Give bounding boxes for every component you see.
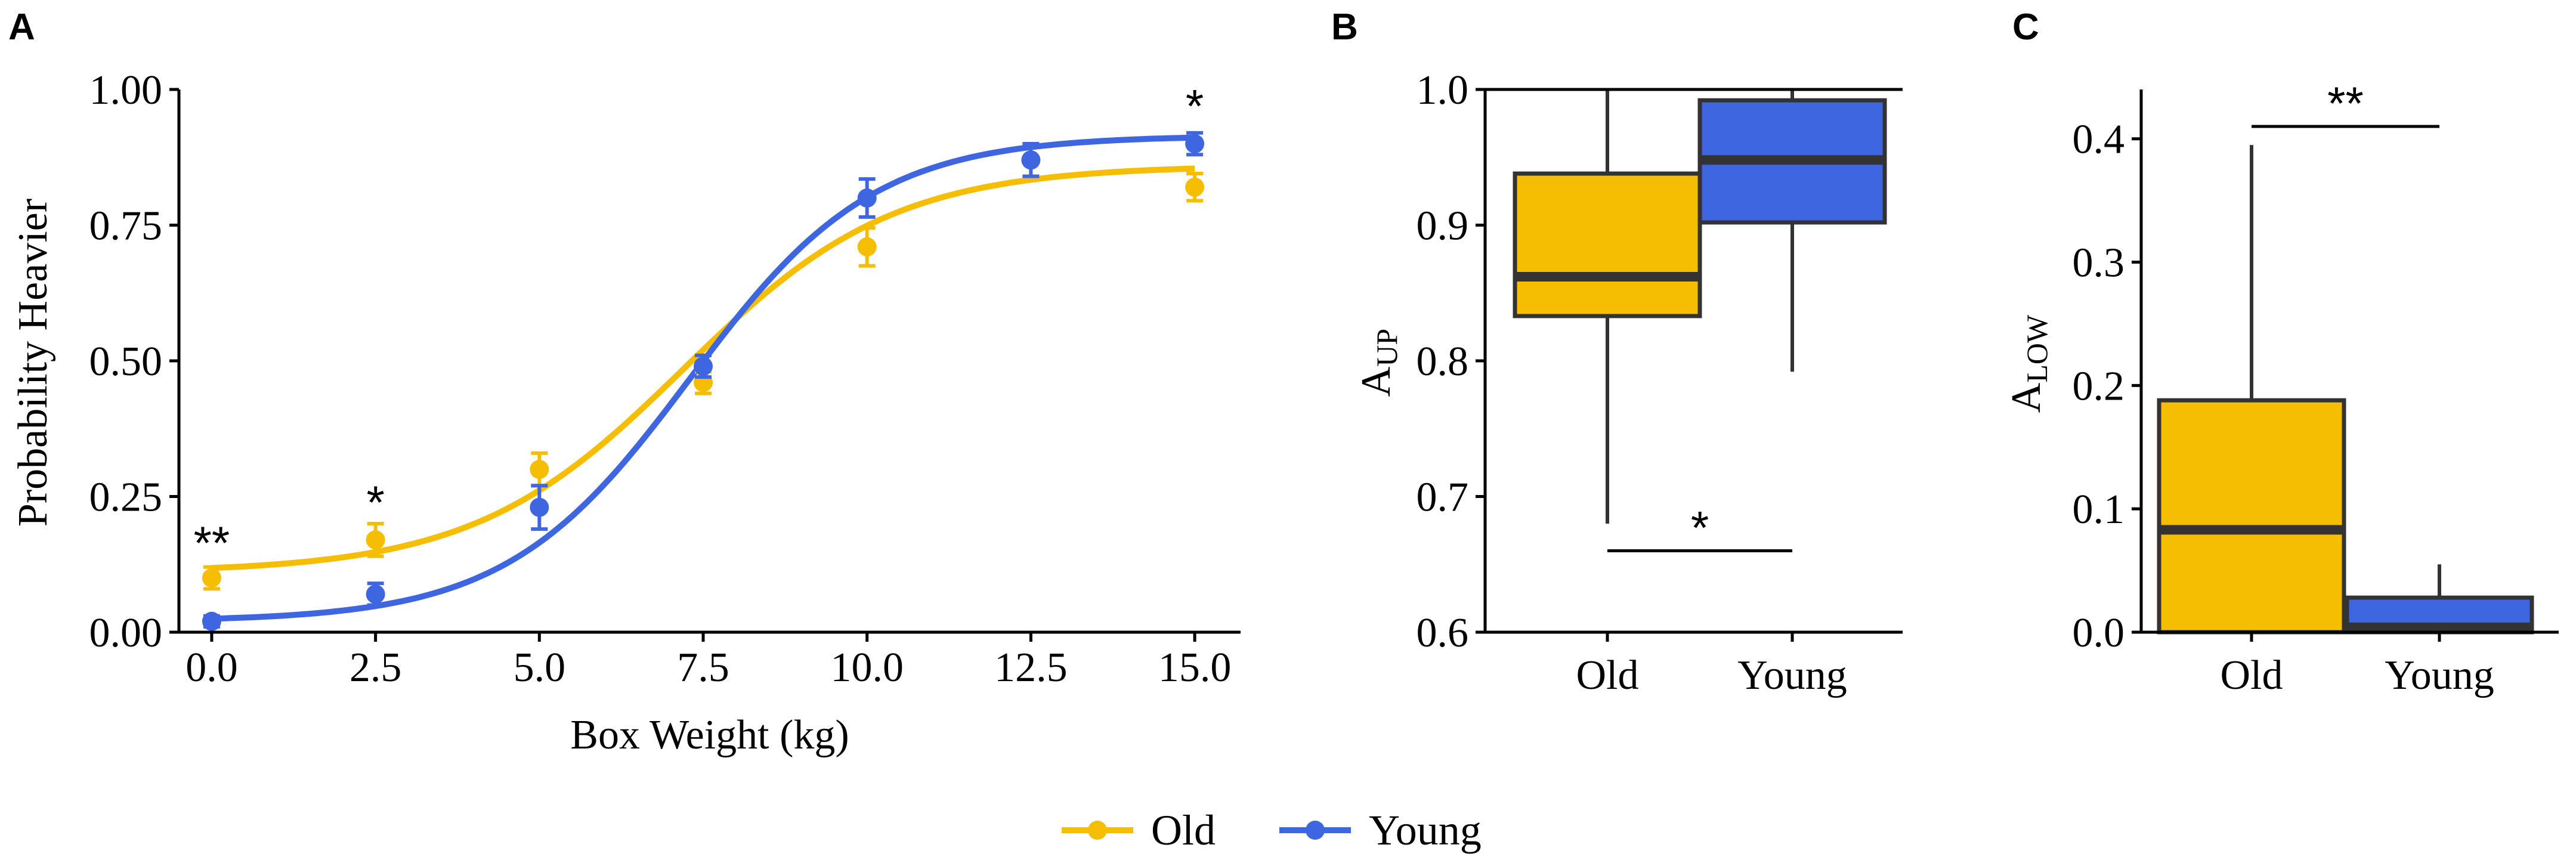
y-tick-label: 0.3 xyxy=(2073,240,2125,286)
x-tick-label: 10.0 xyxy=(830,645,904,691)
legend-item-young: Young xyxy=(1279,806,1482,854)
point-old xyxy=(1185,177,1205,197)
x-tick-label: Old xyxy=(1576,652,1639,698)
point-young xyxy=(857,188,877,208)
x-tick-label: 15.0 xyxy=(1158,645,1232,691)
panel-label-b: B xyxy=(1331,7,1358,48)
panel-c: C 0.0 0.1 0.2 0.3 0.4 Old Young ** ALOW xyxy=(2003,7,2559,698)
significance-bracket: * xyxy=(1607,502,1792,554)
y-tick-label: 0.75 xyxy=(89,203,163,249)
point-old xyxy=(530,460,549,479)
significance-marker: * xyxy=(1691,502,1709,554)
point-young xyxy=(202,611,221,631)
box-old xyxy=(2157,398,2346,635)
point-young xyxy=(366,584,385,604)
legend-label: Young xyxy=(1369,806,1482,854)
x-tick-label: 0.0 xyxy=(185,645,238,691)
point-old xyxy=(202,568,221,587)
point-young xyxy=(694,357,713,376)
y-tick-label: 0.4 xyxy=(2073,117,2125,163)
y-tick-label: 0.00 xyxy=(89,610,163,656)
y-tick-label: 0.2 xyxy=(2073,363,2125,409)
y-tick-label: 0.1 xyxy=(2073,487,2125,533)
box-old xyxy=(1513,171,1702,318)
x-tick-label: 2.5 xyxy=(350,645,402,691)
x-tick-label: 7.5 xyxy=(677,645,729,691)
boxplots xyxy=(1513,89,1887,524)
significance-marker: * xyxy=(1186,80,1204,132)
panel-b: B 0.6 0.7 0.8 0.9 1.0 Old Young * AUP xyxy=(1331,7,1903,698)
panel-label-a: A xyxy=(8,7,35,48)
data-points xyxy=(202,131,1205,631)
x-tick-label: 12.5 xyxy=(994,645,1068,691)
y-axis-label: AUP xyxy=(1353,329,1403,397)
significance-marker: * xyxy=(366,476,384,528)
significance-bracket: ** xyxy=(2252,77,2439,129)
y-tick-label: 0.7 xyxy=(1417,475,1469,521)
y-tick-label: 1.0 xyxy=(1417,67,1469,113)
x-tick-label: 5.0 xyxy=(514,645,566,691)
y-tick-label: 0.6 xyxy=(1417,610,1469,656)
significance-marker: ** xyxy=(194,516,230,569)
y-tick-label: 0.8 xyxy=(1417,339,1469,385)
point-young xyxy=(1021,150,1041,170)
point-young xyxy=(1185,134,1205,153)
x-tick-label: Old xyxy=(2221,652,2283,698)
x-tick-label: Young xyxy=(1737,652,1847,698)
y-tick-label: 0.0 xyxy=(2073,610,2125,656)
point-old xyxy=(366,530,385,550)
point-old xyxy=(857,237,877,256)
legend-marker xyxy=(1306,821,1325,840)
x-tick-label: Young xyxy=(2385,652,2494,698)
y-tick-label: 1.00 xyxy=(89,67,163,113)
panel-label-c: C xyxy=(2012,7,2039,48)
legend-item-old: Old xyxy=(1062,806,1216,854)
y-tick-label: 0.9 xyxy=(1417,203,1469,249)
y-axis-label: ALOW xyxy=(2003,314,2054,413)
x-axis-label: Box Weight (kg) xyxy=(570,712,849,758)
significance-marker: ** xyxy=(2327,77,2364,129)
point-young xyxy=(530,497,549,517)
boxplots xyxy=(2157,145,2534,635)
legend-marker xyxy=(1088,821,1107,840)
y-tick-label: 0.50 xyxy=(89,339,163,385)
legend: Old Young xyxy=(1062,806,1482,854)
legend-label: Old xyxy=(1151,806,1216,854)
y-axis-label: Probability Heavier xyxy=(10,199,56,527)
y-tick-label: 0.25 xyxy=(89,475,163,521)
panel-a: A 0.0 2.5 5.0 7.5 10.0 12.5 15.0 0.00 0.25 0.50 0.… xyxy=(8,7,1241,758)
axes xyxy=(2139,89,2559,634)
